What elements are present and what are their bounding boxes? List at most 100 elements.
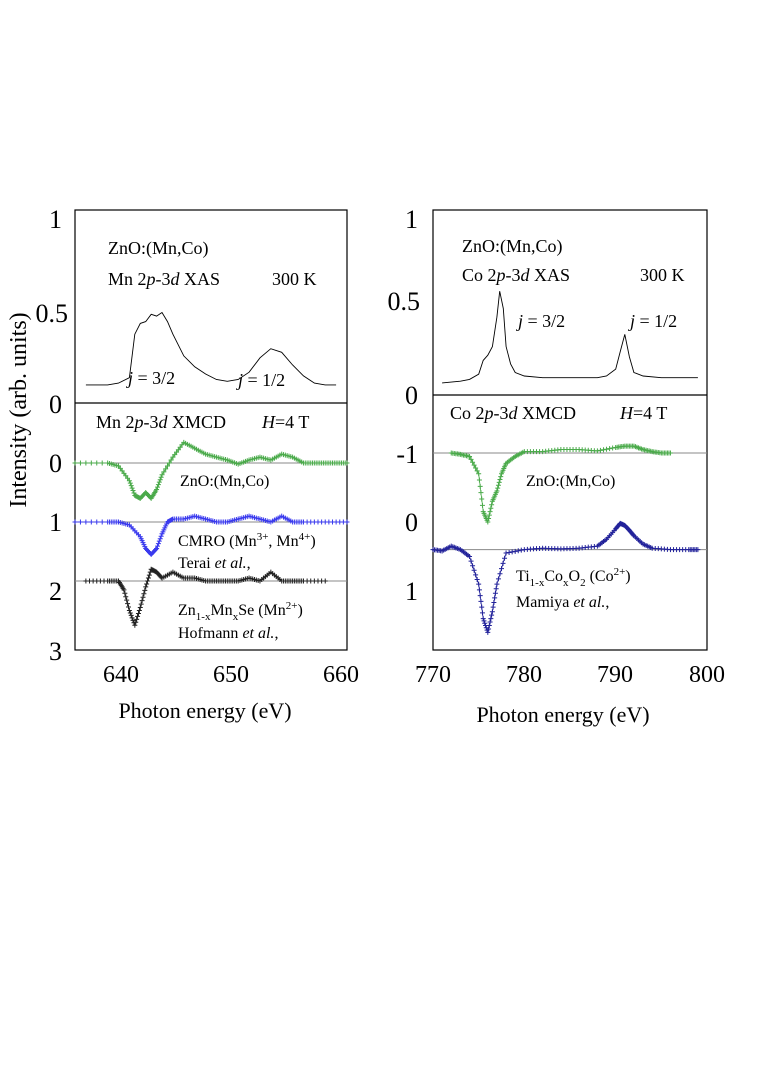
right-xmcd-point-1-156: [695, 547, 701, 553]
left-series3-ref: Hofmann et al.,: [178, 625, 278, 642]
right-series1-label: ZnO:(Mn,Co): [526, 473, 615, 490]
right-xmcd-point-0-132: [667, 450, 673, 456]
right-xtick-800: 800: [689, 662, 725, 688]
left-xmcd-point-0-1: [77, 460, 83, 466]
left-xmcd-point-0-18: [126, 478, 132, 484]
left-xmcd-point-0-23: [131, 490, 137, 496]
left-xlabel: Photon energy (eV): [118, 698, 291, 723]
right-xmcd-point-1-51: [492, 595, 498, 601]
right-xmcd-point-0-46: [497, 476, 503, 482]
left-xmcd-point-2-33: [135, 613, 141, 619]
right-xmcd-point-0-44: [495, 482, 501, 488]
right-xmcd-point-1-37: [481, 618, 487, 624]
left-panel: 1 0.5 0 0 1 2 3 640 650 660 Photon energ…: [36, 205, 360, 723]
right-xmcd-point-0-15: [471, 462, 477, 468]
right-xtick-780: 780: [506, 662, 542, 688]
left-xmcd-point-1-41: [153, 547, 159, 553]
right-xmcd-point-1-33: [478, 598, 484, 604]
right-xmcd-point-1-28: [473, 572, 479, 578]
right-xmcd-point-1-25: [468, 558, 474, 564]
left-xtick-640: 640: [103, 662, 139, 688]
right-xmcd-point-1-35: [479, 610, 485, 616]
left-xmcd-point-2-35: [136, 608, 142, 613]
left-xmcd-point-1-0: [72, 519, 78, 525]
left-xmcd-point-0-57: [164, 463, 170, 469]
right-xmcd-point-0-22: [479, 496, 485, 502]
left-xmcd-point-0-22: [130, 488, 136, 494]
right-xas-j12: j = 1/2: [628, 311, 677, 331]
left-xmcd-point-2-38: [139, 598, 145, 604]
left-xmcd-point-2-26: [128, 612, 134, 618]
right-xmcd-point-1-34: [479, 604, 485, 610]
right-xmcd-point-0-14: [470, 459, 476, 465]
right-xmcd-point-1-49: [490, 604, 496, 610]
right-xmcd-point-1-55: [495, 576, 501, 582]
left-xtick-650: 650: [213, 662, 249, 688]
left-frame: [74, 209, 348, 651]
left-xmcd-point-1-144: [344, 519, 350, 525]
left-xmcd-point-0-3: [88, 460, 94, 466]
left-xmcd-point-2-34: [135, 610, 141, 616]
right-xmcd-point-1-32: [477, 593, 483, 599]
right-xmcd-point-1-62: [509, 549, 515, 555]
right-xmcd-point-1-58: [500, 560, 506, 566]
left-xmcd-point-0-19: [127, 480, 133, 486]
right-xmcd-point-1-57: [499, 566, 504, 572]
right-xmcd-point-0-13: [468, 456, 474, 462]
right-xmcd-point-1-31: [476, 587, 482, 593]
right-xmcd-point-0-18: [476, 471, 482, 477]
left-xmcd-ytick-0: 0: [49, 449, 62, 478]
left-series2-label: CMRO (Mn3+, Mn4+): [178, 531, 316, 550]
right-xmcd-point-0-90: [594, 448, 600, 454]
left-xmcd-point-0-2: [83, 460, 89, 466]
right-xmcd-point-1-61: [506, 549, 512, 555]
right-xmcd-point-1-36: [480, 616, 486, 622]
left-xmcd-point-2-39: [140, 594, 146, 600]
left-xmcd-point-1-44: [155, 541, 161, 547]
left-xmcd-point-2-32: [134, 616, 140, 622]
y-axis-label: Intensity (arb. units): [6, 312, 32, 507]
left-xmcd-point-0-59: [168, 457, 174, 463]
left-xmcd-point-2-46: [146, 572, 152, 578]
right-xmcd-point-1-60: [503, 550, 509, 556]
right-xmcd-point-1-125: [630, 532, 636, 538]
left-xmcd-point-0-21: [129, 485, 135, 491]
right-xmcd-ytick-0: 0: [405, 508, 418, 537]
left-xmcd-point-2-18: [121, 587, 127, 593]
left-xmcd-point-2-42: [143, 584, 149, 590]
left-xmcd-point-1-47: [158, 533, 164, 539]
right-xas-curve: [442, 291, 698, 384]
right-xlabel: Photon energy (eV): [476, 702, 649, 727]
right-xmcd-point-0-42: [494, 488, 500, 494]
left-xmcd-point-1-46: [157, 536, 163, 542]
left-xmcd-point-2-24: [126, 608, 132, 613]
left-xmcd-point-1-1: [77, 519, 83, 525]
left-xmcd-point-0-56: [163, 466, 169, 472]
right-xas-ytick-1: 1: [405, 205, 418, 234]
left-xmcd-point-0-52: [157, 477, 163, 483]
right-panel: 1 0.5 0 -1 0 1 770 780 790 800 Photon en…: [388, 205, 726, 727]
right-xmcd-point-0-94: [607, 446, 613, 452]
right-xmcd-point-0-92: [600, 447, 606, 453]
left-xmcd-point-1-5: [99, 519, 105, 525]
left-xmcd-point-2-22: [125, 601, 131, 607]
left-xmcd-point-0-53: [158, 474, 164, 480]
left-series3-label: Zn1-xMnxSe (Mn2+): [178, 600, 303, 623]
right-xmcd-point-0-95: [610, 445, 616, 451]
right-xmcd-point-1-46: [488, 616, 494, 622]
right-xmcd-point-1-56: [497, 571, 503, 577]
right-xmcd-point-1-65: [518, 547, 524, 553]
left-xmcd-point-1-3: [88, 519, 94, 525]
right-xmcd-point-0-17: [474, 468, 480, 474]
right-xmcd-field: H=4 T: [619, 403, 667, 423]
left-xmcd-point-2-31: [133, 619, 139, 625]
right-xmcd-point-0-23: [479, 502, 485, 508]
left-xmcd-field: H=4 T: [261, 412, 309, 432]
right-xmcd-point-0-21: [478, 490, 484, 496]
right-xmcd-ytick-m1: -1: [396, 440, 418, 469]
left-xmcd-point-2-43: [144, 581, 150, 587]
right-xmcd-point-1-24: [467, 554, 473, 559]
left-xmcd-point-2-45: [145, 575, 151, 581]
left-xmcd-title: Mn 2p-3d XMCD: [96, 412, 226, 432]
